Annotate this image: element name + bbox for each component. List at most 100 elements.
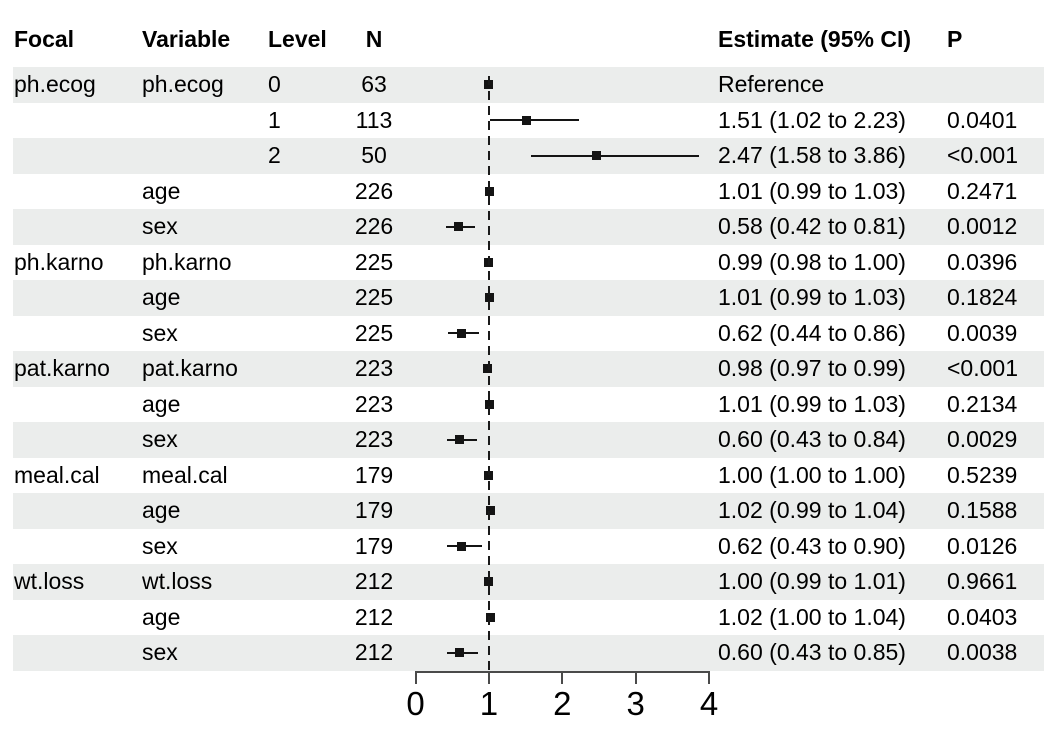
cell-estimate: 0.62 (0.44 to 0.86): [718, 319, 906, 346]
row-stripe: [13, 493, 1044, 529]
cell-variable: sex: [142, 532, 178, 559]
cell-n: 179: [354, 461, 394, 488]
ci-line: [490, 119, 580, 122]
header-focal: Focal: [14, 26, 75, 52]
cell-estimate: 0.60 (0.43 to 0.84): [718, 426, 906, 452]
row-stripe: [13, 635, 1044, 671]
cell-p-value: 0.0038: [947, 639, 1018, 665]
cell-p-value: <0.001: [947, 355, 1018, 381]
cell-estimate: 1.02 (1.00 to 1.04): [718, 603, 906, 630]
cell-variable: age: [142, 603, 181, 630]
cell-variable: ph.ecog: [142, 71, 224, 97]
cell-variable: sex: [142, 319, 178, 346]
cell-focal: wt.loss: [14, 568, 85, 594]
cell-n: 225: [354, 284, 394, 310]
header-level: Level: [268, 26, 327, 52]
estimate-marker: [485, 612, 495, 622]
cell-estimate: 1.01 (0.99 to 1.03): [718, 284, 906, 310]
estimate-marker: [455, 648, 465, 658]
cell-estimate: 0.98 (0.97 to 0.99): [718, 355, 906, 381]
cell-focal: meal.cal: [14, 461, 100, 488]
cell-n: 225: [354, 319, 394, 346]
estimate-marker: [485, 506, 495, 516]
cell-estimate: 1.00 (0.99 to 1.01): [718, 568, 906, 594]
estimate-marker: [455, 435, 465, 445]
cell-n: 179: [354, 532, 394, 559]
header-n: N: [365, 26, 383, 52]
cell-focal: ph.karno: [14, 248, 104, 275]
cell-p-value: 0.2471: [947, 177, 1018, 204]
x-axis-tick: [634, 671, 637, 684]
cell-p-value: 0.1824: [947, 284, 1018, 310]
cell-estimate: 0.60 (0.43 to 0.85): [718, 639, 906, 665]
cell-p-value: 0.2134: [947, 390, 1018, 417]
cell-level: 1: [268, 106, 281, 133]
cell-n: 226: [354, 177, 394, 204]
cell-estimate: 1.51 (1.02 to 2.23): [718, 106, 906, 133]
cell-estimate: 1.01 (0.99 to 1.03): [718, 177, 906, 204]
cell-n: 63: [361, 71, 387, 97]
estimate-marker: [453, 222, 463, 232]
cell-variable: age: [142, 284, 181, 310]
cell-variable: age: [142, 497, 181, 523]
cell-n: 212: [354, 603, 394, 630]
cell-p-value: 0.9661: [947, 568, 1018, 594]
cell-n: 223: [354, 390, 394, 417]
estimate-marker: [456, 328, 466, 338]
cell-p-value: 0.1588: [947, 497, 1018, 523]
cell-p-value: 0.0039: [947, 319, 1018, 346]
cell-variable: wt.loss: [142, 568, 213, 594]
ci-line: [531, 154, 699, 157]
estimate-marker: [521, 115, 531, 125]
cell-p-value: 0.5239: [947, 461, 1018, 488]
x-axis-tick: [414, 671, 417, 684]
row-stripe: [13, 280, 1044, 316]
estimate-marker: [456, 541, 466, 551]
cell-variable: sex: [142, 639, 178, 665]
cell-estimate: 1.01 (0.99 to 1.03): [718, 390, 906, 417]
reference-line: [487, 76, 490, 671]
cell-n: 50: [361, 142, 387, 168]
row-stripe: [13, 138, 1044, 174]
cell-estimate: 0.58 (0.42 to 0.81): [718, 213, 906, 239]
cell-focal: ph.ecog: [14, 71, 96, 97]
header-variable: Variable: [142, 26, 231, 52]
cell-p-value: 0.0012: [947, 213, 1018, 239]
x-axis-tick-label: 0: [406, 685, 425, 722]
x-axis-tick-label: 1: [479, 685, 499, 722]
cell-estimate: 0.62 (0.43 to 0.90): [718, 532, 906, 559]
cell-p-value: <0.001: [947, 142, 1018, 168]
cell-focal: pat.karno: [14, 355, 110, 381]
row-stripe: [13, 67, 1044, 103]
x-axis-tick: [708, 671, 711, 684]
cell-n: 226: [354, 213, 394, 239]
cell-variable: age: [142, 177, 181, 204]
cell-p-value: 0.0396: [947, 248, 1018, 275]
cell-level: 0: [268, 71, 281, 97]
cell-level: 2: [268, 142, 281, 168]
x-axis-tick-label: 2: [553, 685, 572, 722]
cell-variable: sex: [142, 426, 178, 452]
cell-n: 179: [354, 497, 394, 523]
cell-n: 223: [354, 426, 394, 452]
cell-estimate: 2.47 (1.58 to 3.86): [718, 142, 906, 168]
header-estimate: Estimate (95% CI): [718, 26, 912, 52]
x-axis-tick-label: 3: [626, 685, 645, 722]
x-axis-tick: [561, 671, 564, 684]
cell-variable: ph.karno: [142, 248, 232, 275]
cell-n: 113: [355, 106, 393, 133]
cell-estimate: Reference: [718, 71, 825, 97]
row-stripe: [13, 351, 1044, 387]
row-stripe: [13, 564, 1044, 600]
cell-p-value: 0.0029: [947, 426, 1018, 452]
cell-variable: age: [142, 390, 181, 417]
cell-estimate: 1.00 (1.00 to 1.00): [718, 461, 906, 488]
row-stripe: [13, 209, 1044, 245]
x-axis-tick-label: 4: [699, 685, 719, 722]
row-stripe: [13, 422, 1044, 458]
cell-n: 225: [354, 248, 394, 275]
cell-estimate: 0.99 (0.98 to 1.00): [718, 248, 906, 275]
cell-estimate: 1.02 (0.99 to 1.04): [718, 497, 906, 523]
cell-variable: meal.cal: [142, 461, 228, 488]
